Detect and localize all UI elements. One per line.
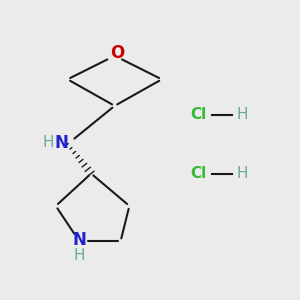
Text: Cl: Cl (190, 107, 207, 122)
Text: O: O (110, 44, 125, 62)
Text: H: H (43, 135, 54, 150)
Text: N: N (72, 231, 86, 249)
Text: Cl: Cl (190, 166, 207, 181)
Text: H: H (237, 166, 248, 181)
Text: N: N (55, 134, 69, 152)
Text: H: H (237, 107, 248, 122)
Text: H: H (74, 248, 85, 263)
